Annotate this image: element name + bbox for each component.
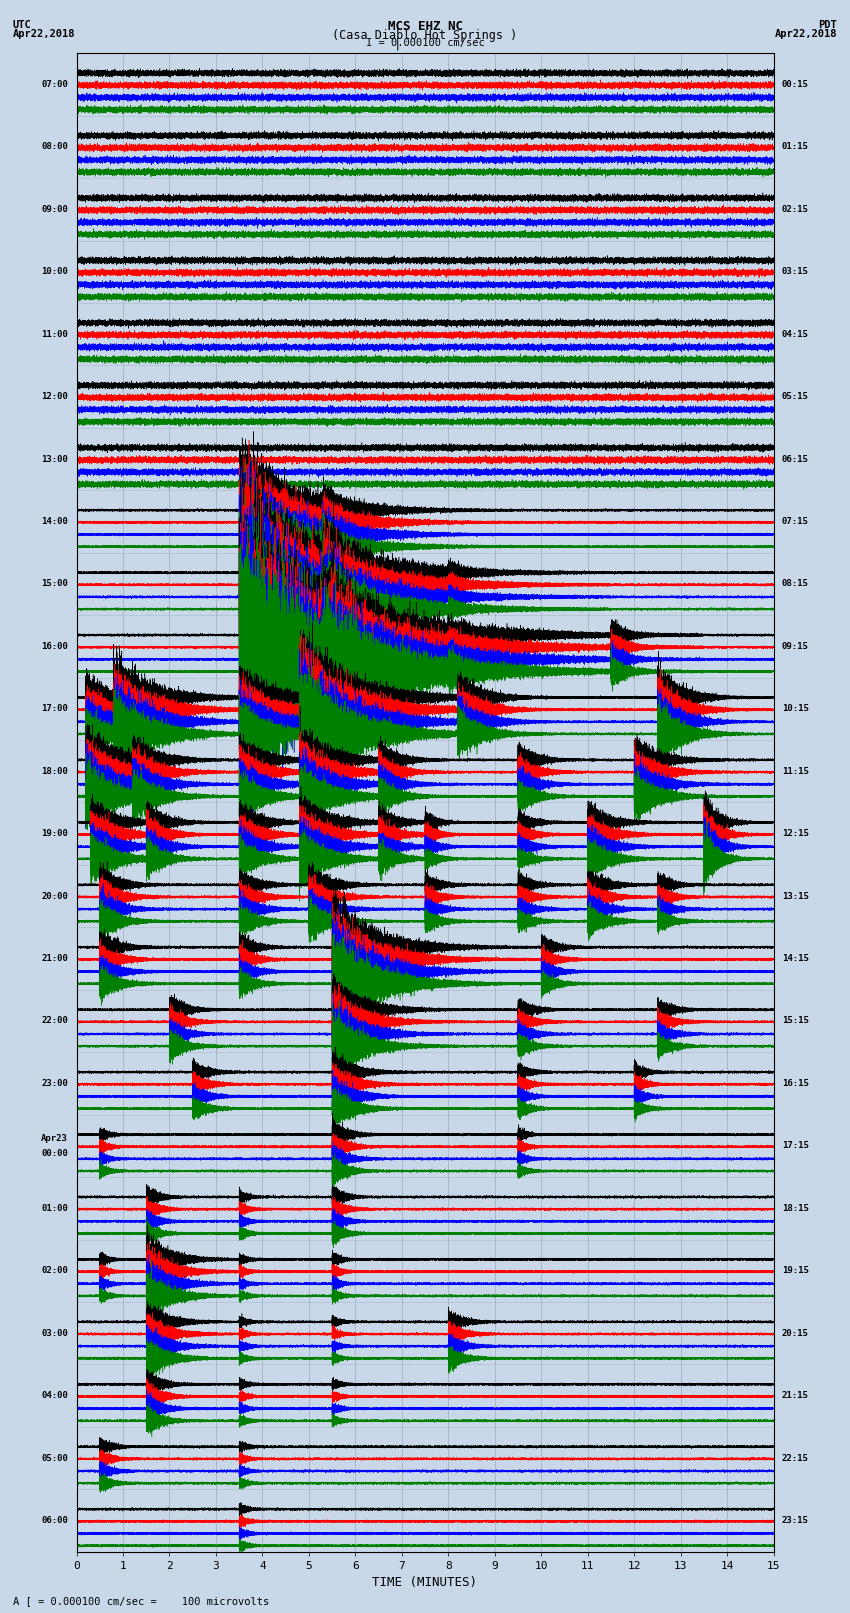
Text: 21:15: 21:15 — [782, 1390, 808, 1400]
Text: A [ = 0.000100 cm/sec =    100 microvolts: A [ = 0.000100 cm/sec = 100 microvolts — [13, 1597, 269, 1607]
Text: 12:00: 12:00 — [42, 392, 68, 402]
Text: 19:00: 19:00 — [42, 829, 68, 839]
Text: 11:00: 11:00 — [42, 329, 68, 339]
Text: 15:00: 15:00 — [42, 579, 68, 589]
Text: 01:15: 01:15 — [782, 142, 808, 152]
Text: 20:00: 20:00 — [42, 892, 68, 900]
Text: 21:00: 21:00 — [42, 953, 68, 963]
Text: 20:15: 20:15 — [782, 1329, 808, 1337]
Text: 10:15: 10:15 — [782, 705, 808, 713]
Text: 17:15: 17:15 — [782, 1142, 808, 1150]
X-axis label: TIME (MINUTES): TIME (MINUTES) — [372, 1576, 478, 1589]
Text: 22:15: 22:15 — [782, 1453, 808, 1463]
Text: 07:00: 07:00 — [42, 81, 68, 89]
Text: 14:00: 14:00 — [42, 518, 68, 526]
Text: 03:00: 03:00 — [42, 1329, 68, 1337]
Text: Apr22,2018: Apr22,2018 — [774, 29, 837, 39]
Text: 16:15: 16:15 — [782, 1079, 808, 1087]
Text: 17:00: 17:00 — [42, 705, 68, 713]
Text: 05:00: 05:00 — [42, 1453, 68, 1463]
Text: Apr23: Apr23 — [42, 1134, 68, 1144]
Text: 07:15: 07:15 — [782, 518, 808, 526]
Text: 08:00: 08:00 — [42, 142, 68, 152]
Text: 02:15: 02:15 — [782, 205, 808, 215]
Text: 22:00: 22:00 — [42, 1016, 68, 1026]
Text: 23:15: 23:15 — [782, 1516, 808, 1524]
Text: Apr22,2018: Apr22,2018 — [13, 29, 76, 39]
Text: 12:15: 12:15 — [782, 829, 808, 839]
Text: 05:15: 05:15 — [782, 392, 808, 402]
Text: PDT: PDT — [819, 19, 837, 31]
Text: 19:15: 19:15 — [782, 1266, 808, 1276]
Text: 04:15: 04:15 — [782, 329, 808, 339]
Text: 13:00: 13:00 — [42, 455, 68, 463]
Text: MCS EHZ NC: MCS EHZ NC — [388, 19, 462, 34]
Text: (Casa Diablo Hot Springs ): (Casa Diablo Hot Springs ) — [332, 29, 518, 42]
Text: 18:00: 18:00 — [42, 766, 68, 776]
Text: 23:00: 23:00 — [42, 1079, 68, 1087]
Text: 15:15: 15:15 — [782, 1016, 808, 1026]
Text: 01:00: 01:00 — [42, 1203, 68, 1213]
Text: UTC: UTC — [13, 19, 31, 31]
Text: 13:15: 13:15 — [782, 892, 808, 900]
Text: |: | — [394, 37, 401, 50]
Text: 10:00: 10:00 — [42, 268, 68, 276]
Text: 09:00: 09:00 — [42, 205, 68, 215]
Text: 11:15: 11:15 — [782, 766, 808, 776]
Text: 06:15: 06:15 — [782, 455, 808, 463]
Text: 00:00: 00:00 — [42, 1148, 68, 1158]
Text: 00:15: 00:15 — [782, 81, 808, 89]
Text: 06:00: 06:00 — [42, 1516, 68, 1524]
Text: 02:00: 02:00 — [42, 1266, 68, 1276]
Text: 08:15: 08:15 — [782, 579, 808, 589]
Text: 18:15: 18:15 — [782, 1203, 808, 1213]
Text: 16:00: 16:00 — [42, 642, 68, 652]
Text: I = 0.000100 cm/sec: I = 0.000100 cm/sec — [366, 37, 484, 48]
Text: 03:15: 03:15 — [782, 268, 808, 276]
Text: 14:15: 14:15 — [782, 953, 808, 963]
Text: 04:00: 04:00 — [42, 1390, 68, 1400]
Text: 09:15: 09:15 — [782, 642, 808, 652]
